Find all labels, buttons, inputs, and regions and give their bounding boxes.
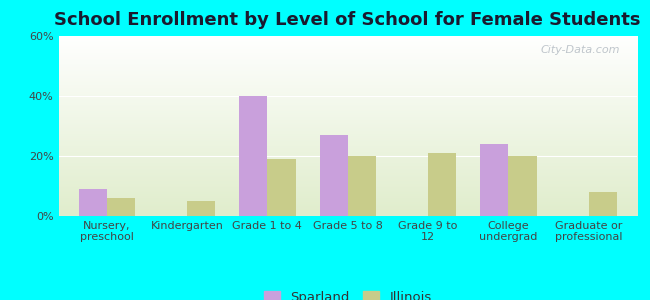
Bar: [267, 159, 296, 216]
Bar: [239, 96, 267, 216]
Legend: Sparland, Illinois: Sparland, Illinois: [264, 291, 432, 300]
Bar: [79, 189, 107, 216]
Bar: [508, 156, 536, 216]
Bar: [589, 192, 617, 216]
Bar: [428, 153, 456, 216]
Bar: [348, 156, 376, 216]
Bar: [107, 198, 135, 216]
Text: City-Data.com: City-Data.com: [540, 45, 619, 55]
Bar: [320, 135, 348, 216]
Title: School Enrollment by Level of School for Female Students: School Enrollment by Level of School for…: [55, 11, 641, 29]
Bar: [480, 144, 508, 216]
Bar: [187, 201, 215, 216]
